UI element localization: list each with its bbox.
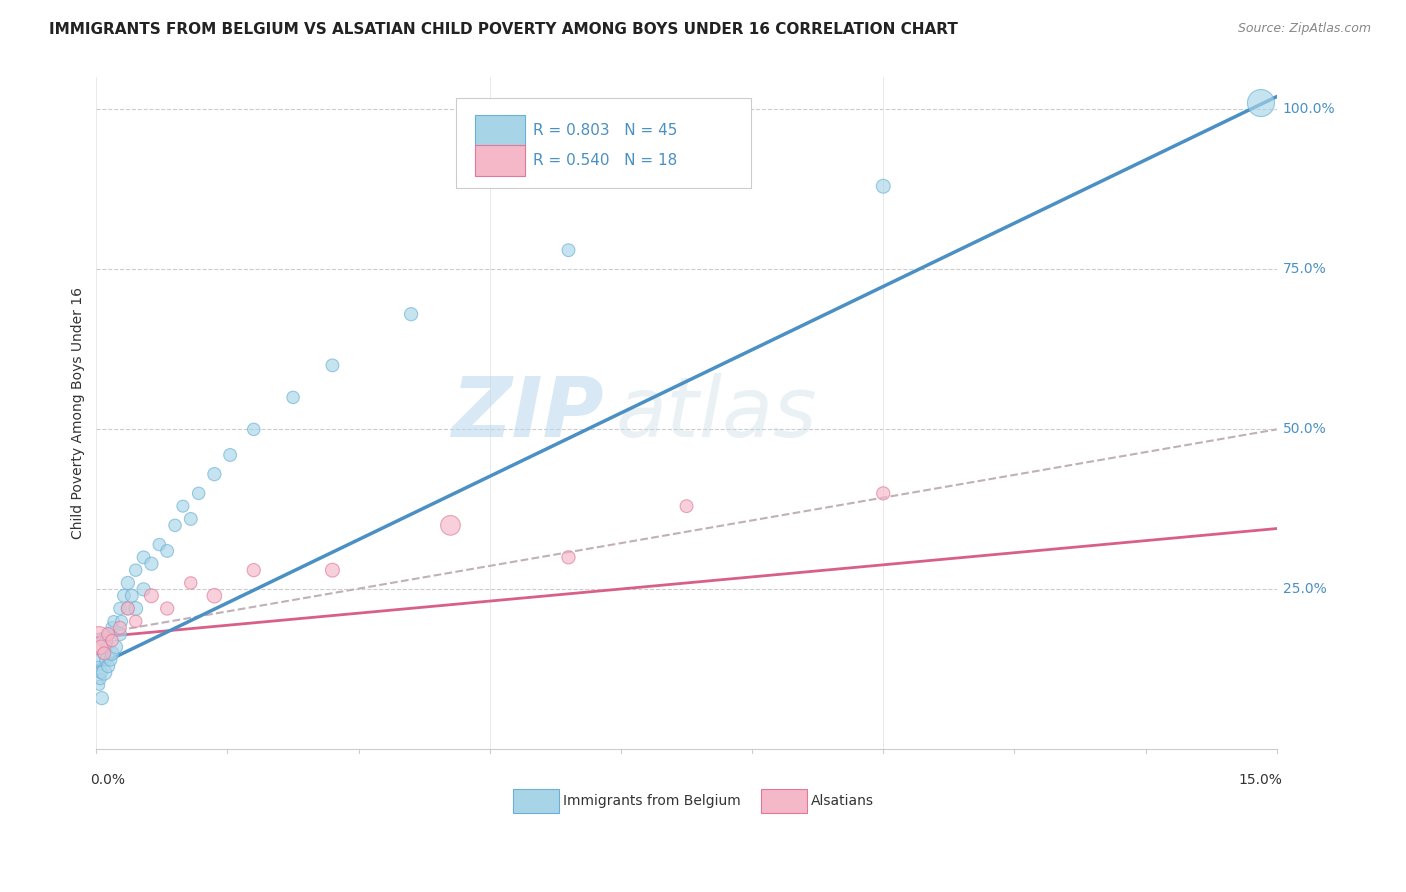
Point [89, 678, 111, 692]
Text: R = 0.803   N = 45: R = 0.803 N = 45 [533, 123, 678, 138]
Point [93, 665, 115, 680]
FancyBboxPatch shape [513, 789, 560, 814]
Point [872, 179, 894, 194]
Point [90, 640, 112, 654]
Text: R = 0.540   N = 18: R = 0.540 N = 18 [533, 153, 678, 169]
Point [90, 691, 112, 706]
Text: 15.0%: 15.0% [1239, 772, 1282, 787]
Point [117, 601, 139, 615]
Point [242, 563, 264, 577]
Point [87, 633, 110, 648]
Point [202, 467, 225, 482]
Point [97, 659, 120, 673]
Text: 25.0%: 25.0% [1282, 582, 1326, 597]
Text: Immigrants from Belgium: Immigrants from Belgium [562, 794, 741, 808]
Point [219, 448, 242, 462]
Point [101, 646, 124, 660]
Point [90, 665, 112, 680]
Point [557, 550, 579, 565]
FancyBboxPatch shape [457, 97, 751, 188]
FancyBboxPatch shape [761, 789, 807, 814]
Point [172, 499, 194, 513]
Point [141, 589, 163, 603]
Point [132, 582, 155, 597]
Point [321, 563, 343, 577]
Point [156, 544, 179, 558]
Point [100, 653, 122, 667]
Point [89, 672, 111, 686]
Point [97, 627, 120, 641]
Point [1250, 96, 1272, 111]
Point [105, 640, 128, 654]
Point [125, 563, 148, 577]
Point [439, 518, 461, 533]
Point [91, 646, 114, 660]
Point [125, 601, 148, 615]
Point [101, 621, 124, 635]
Text: atlas: atlas [616, 373, 817, 454]
Point [108, 627, 131, 641]
Point [156, 601, 179, 615]
Point [93, 646, 115, 660]
Point [108, 621, 131, 635]
Point [103, 615, 125, 629]
Point [132, 550, 155, 565]
Point [148, 537, 170, 551]
Point [112, 589, 135, 603]
Point [180, 512, 202, 526]
Point [242, 422, 264, 436]
Point [125, 615, 148, 629]
Point [87, 653, 110, 667]
Point [399, 307, 422, 321]
Point [121, 589, 143, 603]
Point [872, 486, 894, 500]
Point [281, 390, 304, 404]
Point [141, 557, 163, 571]
Point [93, 633, 115, 648]
Text: Alsatians: Alsatians [810, 794, 873, 808]
Point [94, 653, 117, 667]
Text: 100.0%: 100.0% [1282, 103, 1336, 117]
Point [675, 499, 697, 513]
Point [108, 601, 131, 615]
Point [96, 640, 118, 654]
Text: 0.0%: 0.0% [90, 772, 125, 787]
Point [187, 486, 209, 500]
Y-axis label: Child Poverty Among Boys Under 16: Child Poverty Among Boys Under 16 [72, 287, 86, 540]
Point [101, 633, 124, 648]
Point [97, 627, 120, 641]
Point [110, 615, 132, 629]
Point [557, 244, 579, 258]
Point [321, 359, 343, 373]
FancyBboxPatch shape [475, 145, 524, 177]
Point [180, 576, 202, 591]
Point [163, 518, 186, 533]
Point [117, 576, 139, 591]
Text: ZIP: ZIP [451, 373, 605, 454]
Text: 75.0%: 75.0% [1282, 262, 1326, 277]
Point [87, 659, 110, 673]
Point [202, 589, 225, 603]
Text: Source: ZipAtlas.com: Source: ZipAtlas.com [1237, 22, 1371, 36]
Text: 50.0%: 50.0% [1282, 423, 1326, 436]
FancyBboxPatch shape [475, 115, 524, 146]
Text: IMMIGRANTS FROM BELGIUM VS ALSATIAN CHILD POVERTY AMONG BOYS UNDER 16 CORRELATIO: IMMIGRANTS FROM BELGIUM VS ALSATIAN CHIL… [49, 22, 957, 37]
Point [117, 601, 139, 615]
